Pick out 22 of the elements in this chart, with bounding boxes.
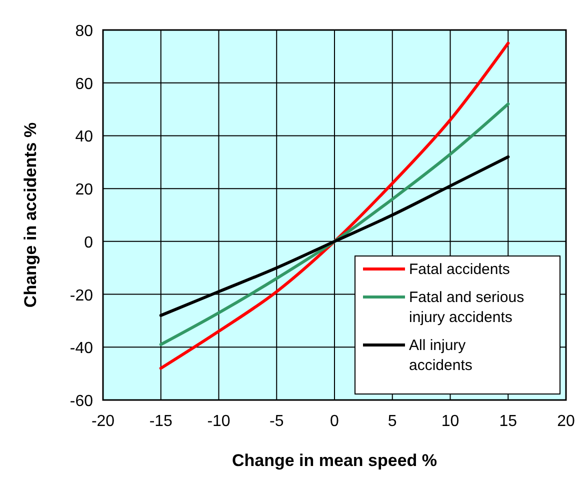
y-tick-label: 40 (75, 128, 94, 146)
legend-label: Fatal and serious injury accidents (409, 289, 524, 326)
x-tick-label: -5 (270, 413, 284, 430)
x-tick-label: 15 (499, 413, 518, 430)
y-tick-label: -20 (70, 287, 94, 304)
y-tick-label: -40 (70, 340, 94, 358)
x-tick-label: -10 (207, 413, 230, 430)
x-axis-title: Change in mean speed % (232, 451, 437, 470)
x-tick-label: 0 (330, 413, 340, 430)
y-tick-label: 0 (84, 234, 94, 252)
legend-label: All injury accidents (409, 337, 472, 374)
y-axis-title: Change in accidents % (21, 122, 40, 308)
x-tick-label: -20 (91, 413, 115, 430)
y-tick-label: -60 (70, 393, 94, 410)
y-tick-label: 60 (75, 76, 94, 93)
y-tick-label: 80 (75, 23, 94, 40)
x-tick-label: 10 (441, 413, 460, 430)
x-tick-label: 20 (557, 413, 575, 430)
x-tick-label: -15 (149, 413, 173, 430)
legend-label: Fatal accidents (409, 261, 510, 278)
y-tick-label: 20 (75, 182, 94, 199)
x-tick-label: 5 (388, 413, 397, 430)
